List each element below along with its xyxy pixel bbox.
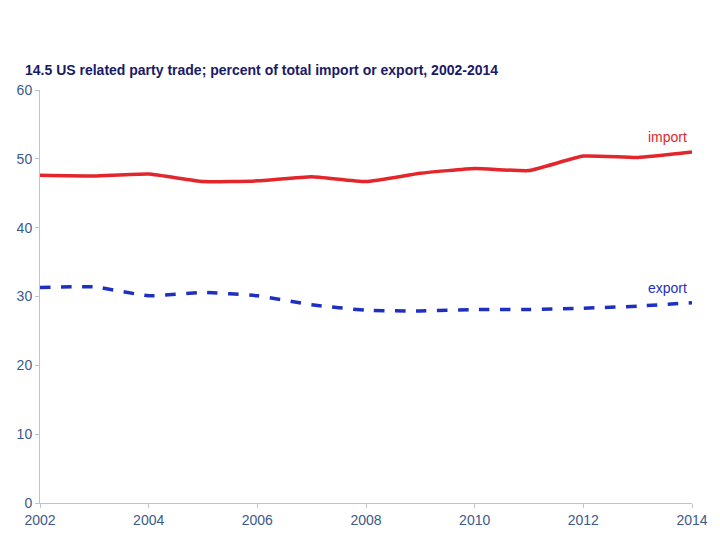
svg-text:50: 50 [17,151,33,167]
svg-text:2004: 2004 [133,512,164,528]
svg-text:2002: 2002 [24,512,55,528]
svg-text:60: 60 [17,82,33,98]
svg-text:0: 0 [24,495,32,511]
svg-text:import: import [648,129,687,145]
svg-text:14.5 US related party trade; p: 14.5 US related party trade; percent of … [25,62,498,78]
svg-text:20: 20 [17,357,33,373]
svg-text:30: 30 [17,288,33,304]
svg-text:10: 10 [17,426,33,442]
svg-text:export: export [648,280,687,296]
svg-text:2010: 2010 [459,512,490,528]
svg-text:2008: 2008 [350,512,381,528]
svg-text:2012: 2012 [568,512,599,528]
svg-text:40: 40 [17,220,33,236]
svg-text:2014: 2014 [676,512,707,528]
svg-text:2006: 2006 [242,512,273,528]
